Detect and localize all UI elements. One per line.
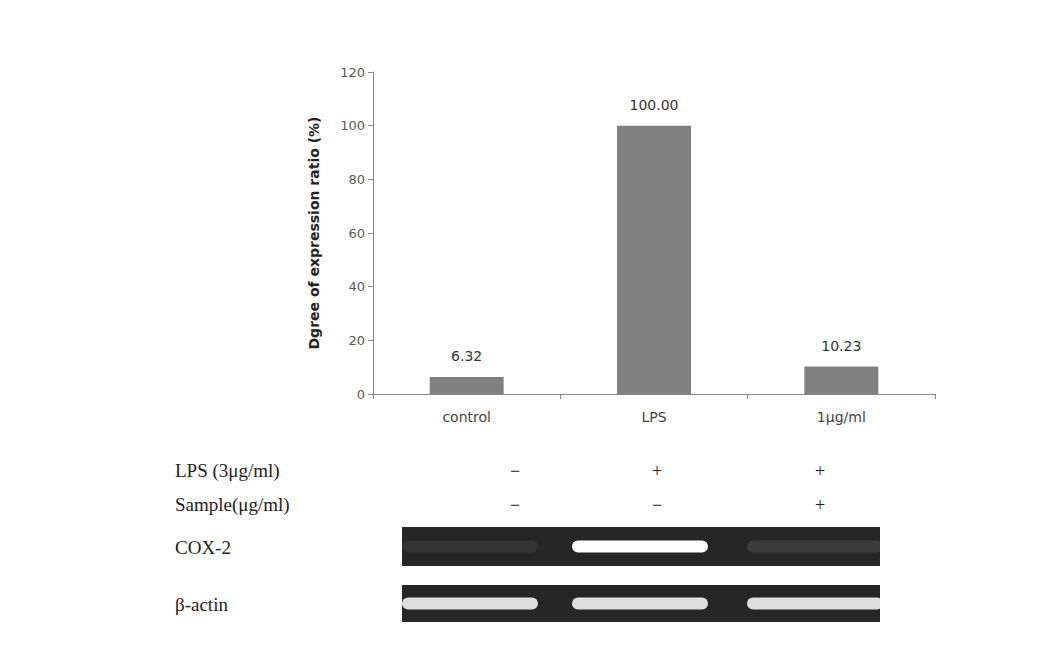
svg-text:60: 60 bbox=[348, 226, 365, 241]
svg-text:80: 80 bbox=[348, 172, 365, 187]
svg-text:β-actin: β-actin bbox=[175, 594, 228, 615]
svg-text:100: 100 bbox=[340, 118, 365, 133]
svg-text:20: 20 bbox=[348, 333, 365, 348]
svg-text:120: 120 bbox=[340, 65, 365, 80]
html-text:Sample(μg/ml): Sample(μg/ml) bbox=[175, 494, 290, 515]
svg-text:0: 0 bbox=[357, 387, 365, 402]
svg-text:10.23: 10.23 bbox=[821, 338, 861, 354]
svg-text:1μg/ml: 1μg/ml bbox=[817, 409, 866, 425]
svg-text:control: control bbox=[442, 409, 491, 425]
svg-text:40: 40 bbox=[348, 279, 365, 294]
svg-text:LPS: LPS bbox=[641, 409, 666, 425]
svg-text:100.00: 100.00 bbox=[630, 97, 679, 113]
html-text:LPS (3μg/ml): LPS (3μg/ml) bbox=[175, 460, 280, 481]
svg-text:6.32: 6.32 bbox=[451, 348, 482, 364]
svg-text:Dgree of expression ratio (%): Dgree of expression ratio (%) bbox=[306, 116, 322, 349]
svg-text:COX-2: COX-2 bbox=[175, 537, 231, 558]
